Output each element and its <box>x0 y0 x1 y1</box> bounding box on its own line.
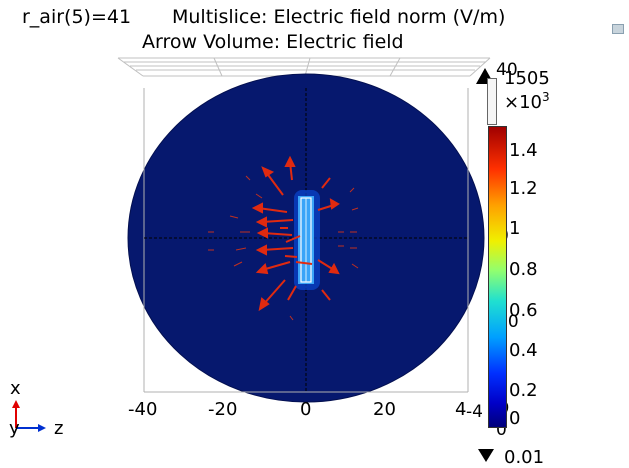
min-marker-icon <box>478 449 494 462</box>
overlap-label-neg4: -4 <box>466 402 483 422</box>
colorbar-tick-0: 0 <box>509 408 521 429</box>
colorbar-max: 1505 ×103 <box>504 70 550 112</box>
electric-field-arrows <box>251 155 340 312</box>
tick-x-neg20: -20 <box>208 399 238 420</box>
colorbar-exponent: ×103 <box>504 90 550 113</box>
axis-triad <box>12 400 46 432</box>
colorbar-tick-1: 1 <box>509 218 521 239</box>
arrow-legend-tube <box>487 78 497 125</box>
bounding-box-lines <box>117 57 491 77</box>
overlap-label-0-bottom: 0 <box>496 420 507 440</box>
colorbar-min-value: 0.01 <box>504 447 545 468</box>
colorbar-exponent-power: 3 <box>542 90 550 104</box>
axis-frame <box>143 88 469 393</box>
arrow-volume-title: Arrow Volume: Electric field <box>142 31 404 53</box>
multislice-title: Multislice: Electric field norm (V/m) <box>172 6 506 28</box>
plot-toolbar-icon[interactable] <box>612 24 624 34</box>
tick-x-20: 20 <box>373 399 396 420</box>
overlap-label-40-top: 40 <box>496 60 518 80</box>
colorbar-tick-1-2: 1.2 <box>509 178 538 199</box>
colorbar-tick-0-8: 0.8 <box>509 259 538 280</box>
colorbar-max-value: 1505 <box>504 68 550 89</box>
tick-x-0: 0 <box>300 399 312 420</box>
triad-y-label: y <box>9 418 20 439</box>
triad-x-label: x <box>10 378 21 399</box>
colorbar-tick-1-4: 1.4 <box>509 140 538 161</box>
triad-z-label: z <box>54 418 64 439</box>
tick-x-40: 4 <box>455 399 467 420</box>
colorbar-tick-0-2: 0.2 <box>509 380 538 401</box>
tick-x-neg40: -40 <box>128 399 158 420</box>
colorbar-gradient <box>488 126 507 428</box>
parameter-label: r_air(5)=41 <box>22 6 132 28</box>
colorbar-tick-0-4: 0.4 <box>509 340 538 361</box>
colorbar-tick-0-6: 0.6 <box>509 300 538 321</box>
